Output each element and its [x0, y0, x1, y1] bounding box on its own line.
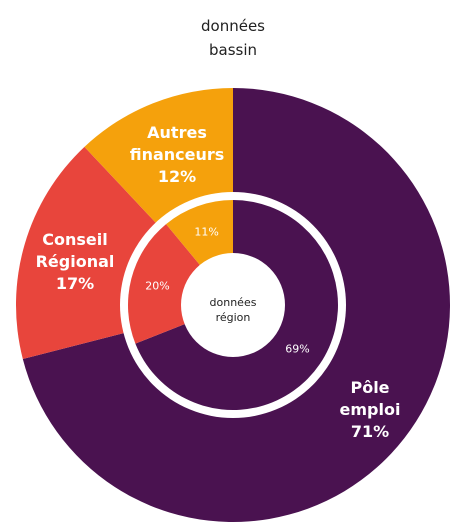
- segment-label: Autres financeurs 12%: [127, 122, 227, 188]
- value-label: 12%: [157, 167, 197, 186]
- outer-ring-title: données bassin: [201, 17, 265, 59]
- segment-label: Pôle emploi 71%: [320, 377, 420, 443]
- inner-ring-title: données région: [209, 296, 257, 324]
- category-name: Autres financeurs: [129, 123, 225, 164]
- category-name: Pôle emploi: [339, 378, 401, 419]
- segment-label: Conseil Régional 17%: [25, 229, 125, 295]
- value-label: 20%: [145, 279, 170, 293]
- value-label: 17%: [55, 274, 95, 293]
- donut-hole: [181, 253, 285, 357]
- value-label: 11%: [194, 225, 219, 239]
- value-label: 69%: [285, 342, 310, 356]
- category-name: Conseil Régional: [35, 230, 115, 271]
- value-label: 71%: [350, 422, 390, 441]
